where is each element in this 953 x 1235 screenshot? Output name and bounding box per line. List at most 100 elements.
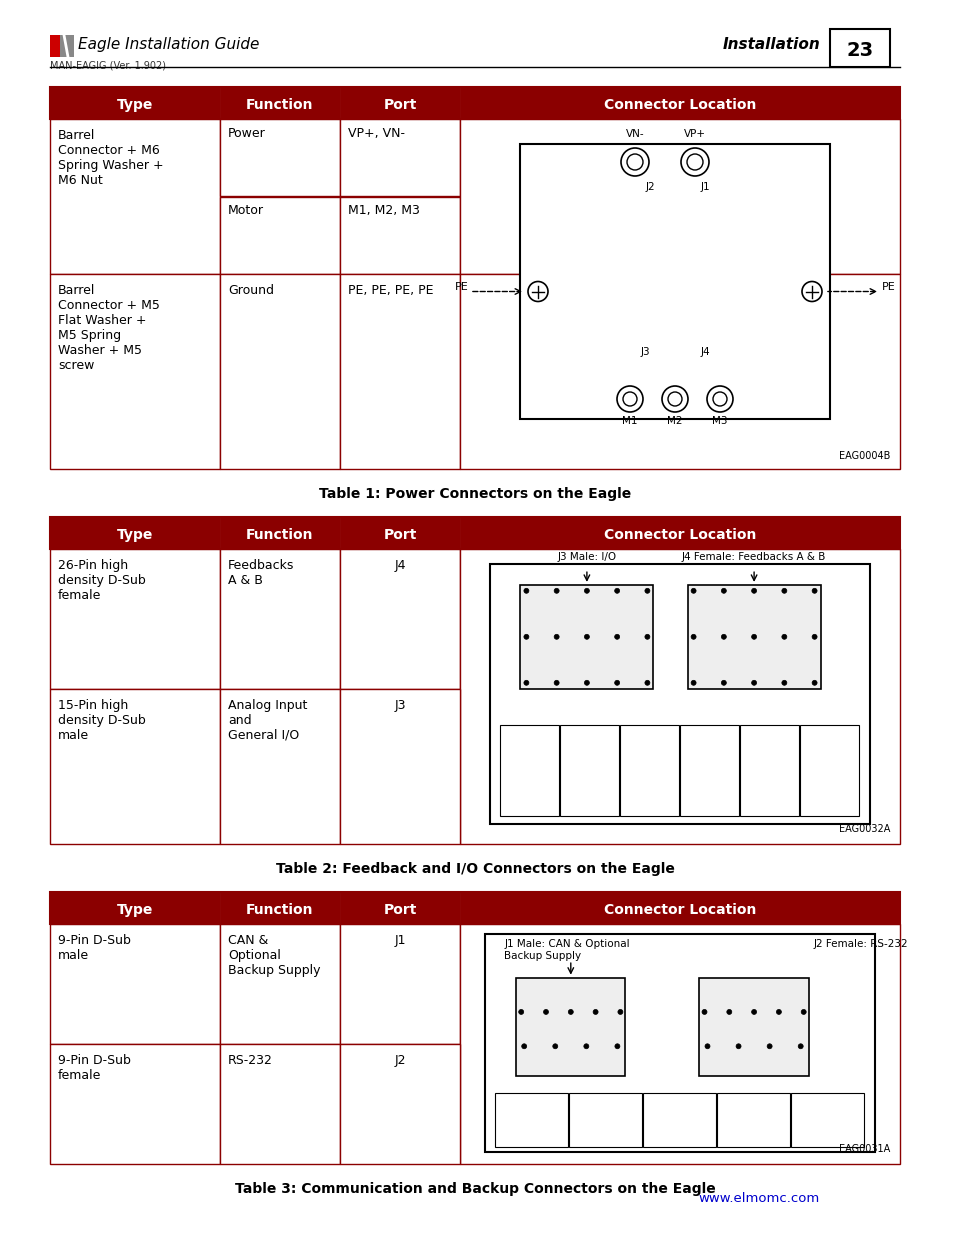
Text: Analog Input
and
General I/O: Analog Input and General I/O [228, 699, 307, 742]
Circle shape [801, 1009, 805, 1014]
Text: Power: Power [228, 127, 266, 140]
Circle shape [615, 1044, 619, 1049]
Polygon shape [50, 35, 66, 57]
Circle shape [726, 1009, 731, 1014]
Circle shape [584, 680, 589, 685]
Bar [679, 725, 739, 816]
Circle shape [614, 588, 619, 593]
Bar [459, 924, 899, 1165]
Bar [459, 119, 899, 274]
Text: Port: Port [383, 903, 416, 918]
Bar [484, 934, 874, 1152]
Text: Connector Location: Connector Location [603, 98, 756, 112]
Text: J1: J1 [700, 182, 709, 191]
Text: Type: Type [116, 529, 153, 542]
Text: 9-Pin D-Sub
male: 9-Pin D-Sub male [58, 934, 131, 962]
Circle shape [801, 282, 821, 301]
Circle shape [518, 1009, 523, 1014]
Text: EAG0031A: EAG0031A [838, 1144, 889, 1153]
Circle shape [523, 588, 528, 593]
Circle shape [523, 680, 528, 685]
Text: J2 Female: RS-232: J2 Female: RS-232 [813, 939, 907, 948]
Bar [339, 517, 459, 550]
Bar [50, 689, 220, 844]
Text: MAN-EAGIG (Ver. 1.902): MAN-EAGIG (Ver. 1.902) [50, 61, 166, 70]
Text: Function: Function [246, 529, 314, 542]
Bar [220, 86, 339, 119]
Bar [50, 274, 220, 469]
Text: M1, M2, M3: M1, M2, M3 [348, 204, 419, 217]
Bar [339, 198, 459, 274]
Circle shape [593, 1009, 598, 1014]
Circle shape [620, 148, 648, 177]
Circle shape [527, 282, 547, 301]
Bar [220, 517, 339, 550]
Circle shape [686, 154, 702, 170]
Text: Installation: Installation [721, 37, 820, 52]
Circle shape [736, 1044, 740, 1049]
Circle shape [568, 1009, 573, 1014]
Text: RS-232: RS-232 [228, 1053, 273, 1067]
Bar [50, 1044, 220, 1165]
Bar [220, 550, 339, 689]
Text: www.elmomc.com: www.elmomc.com [698, 1192, 820, 1205]
Bar [339, 1044, 459, 1165]
Circle shape [811, 635, 816, 640]
Circle shape [690, 680, 696, 685]
Circle shape [552, 1044, 558, 1049]
Bar [50, 517, 899, 550]
Bar [339, 924, 459, 1044]
Bar [220, 1044, 339, 1165]
Circle shape [720, 588, 725, 593]
Bar [50, 119, 220, 274]
Text: J4: J4 [700, 347, 709, 357]
Text: PE: PE [455, 282, 468, 291]
Text: CAN &
Optional
Backup Supply: CAN & Optional Backup Supply [228, 934, 320, 977]
Bar [339, 119, 459, 196]
Circle shape [622, 391, 637, 406]
Bar [220, 274, 339, 469]
Circle shape [766, 1044, 771, 1049]
Text: J2: J2 [394, 1053, 405, 1067]
Circle shape [751, 1009, 756, 1014]
Circle shape [614, 635, 619, 640]
Bar [220, 924, 339, 1044]
Text: J2: J2 [644, 182, 654, 191]
Circle shape [781, 635, 786, 640]
Circle shape [751, 680, 756, 685]
Bar [459, 517, 899, 550]
Bar [220, 198, 339, 274]
Text: Function: Function [246, 98, 314, 112]
Circle shape [521, 1044, 526, 1049]
Bar [459, 274, 899, 469]
Text: 23: 23 [845, 41, 873, 61]
Circle shape [554, 680, 558, 685]
Bar [519, 144, 829, 419]
Bar [50, 86, 899, 119]
Text: Motor: Motor [228, 204, 264, 217]
Text: VP+: VP+ [683, 128, 705, 140]
Text: Table 1: Power Connectors on the Eagle: Table 1: Power Connectors on the Eagle [318, 487, 631, 501]
Circle shape [618, 1009, 622, 1014]
Bar [50, 550, 220, 689]
Bar [699, 978, 808, 1076]
Circle shape [554, 588, 558, 593]
Bar [339, 689, 459, 844]
Circle shape [617, 387, 642, 412]
Circle shape [614, 680, 619, 685]
Circle shape [720, 680, 725, 685]
Text: Ground: Ground [228, 284, 274, 296]
Text: Table 2: Feedback and I/O Connectors on the Eagle: Table 2: Feedback and I/O Connectors on … [275, 862, 674, 876]
Circle shape [583, 1044, 588, 1049]
Bar [339, 274, 459, 469]
Text: Type: Type [116, 98, 153, 112]
Text: EAG0032A: EAG0032A [838, 824, 889, 834]
Circle shape [644, 680, 649, 685]
Text: Port: Port [383, 529, 416, 542]
Bar [339, 86, 459, 119]
Circle shape [523, 635, 528, 640]
Polygon shape [60, 35, 74, 57]
Bar [50, 86, 220, 119]
Bar [568, 1093, 641, 1147]
Text: M3: M3 [712, 416, 727, 426]
